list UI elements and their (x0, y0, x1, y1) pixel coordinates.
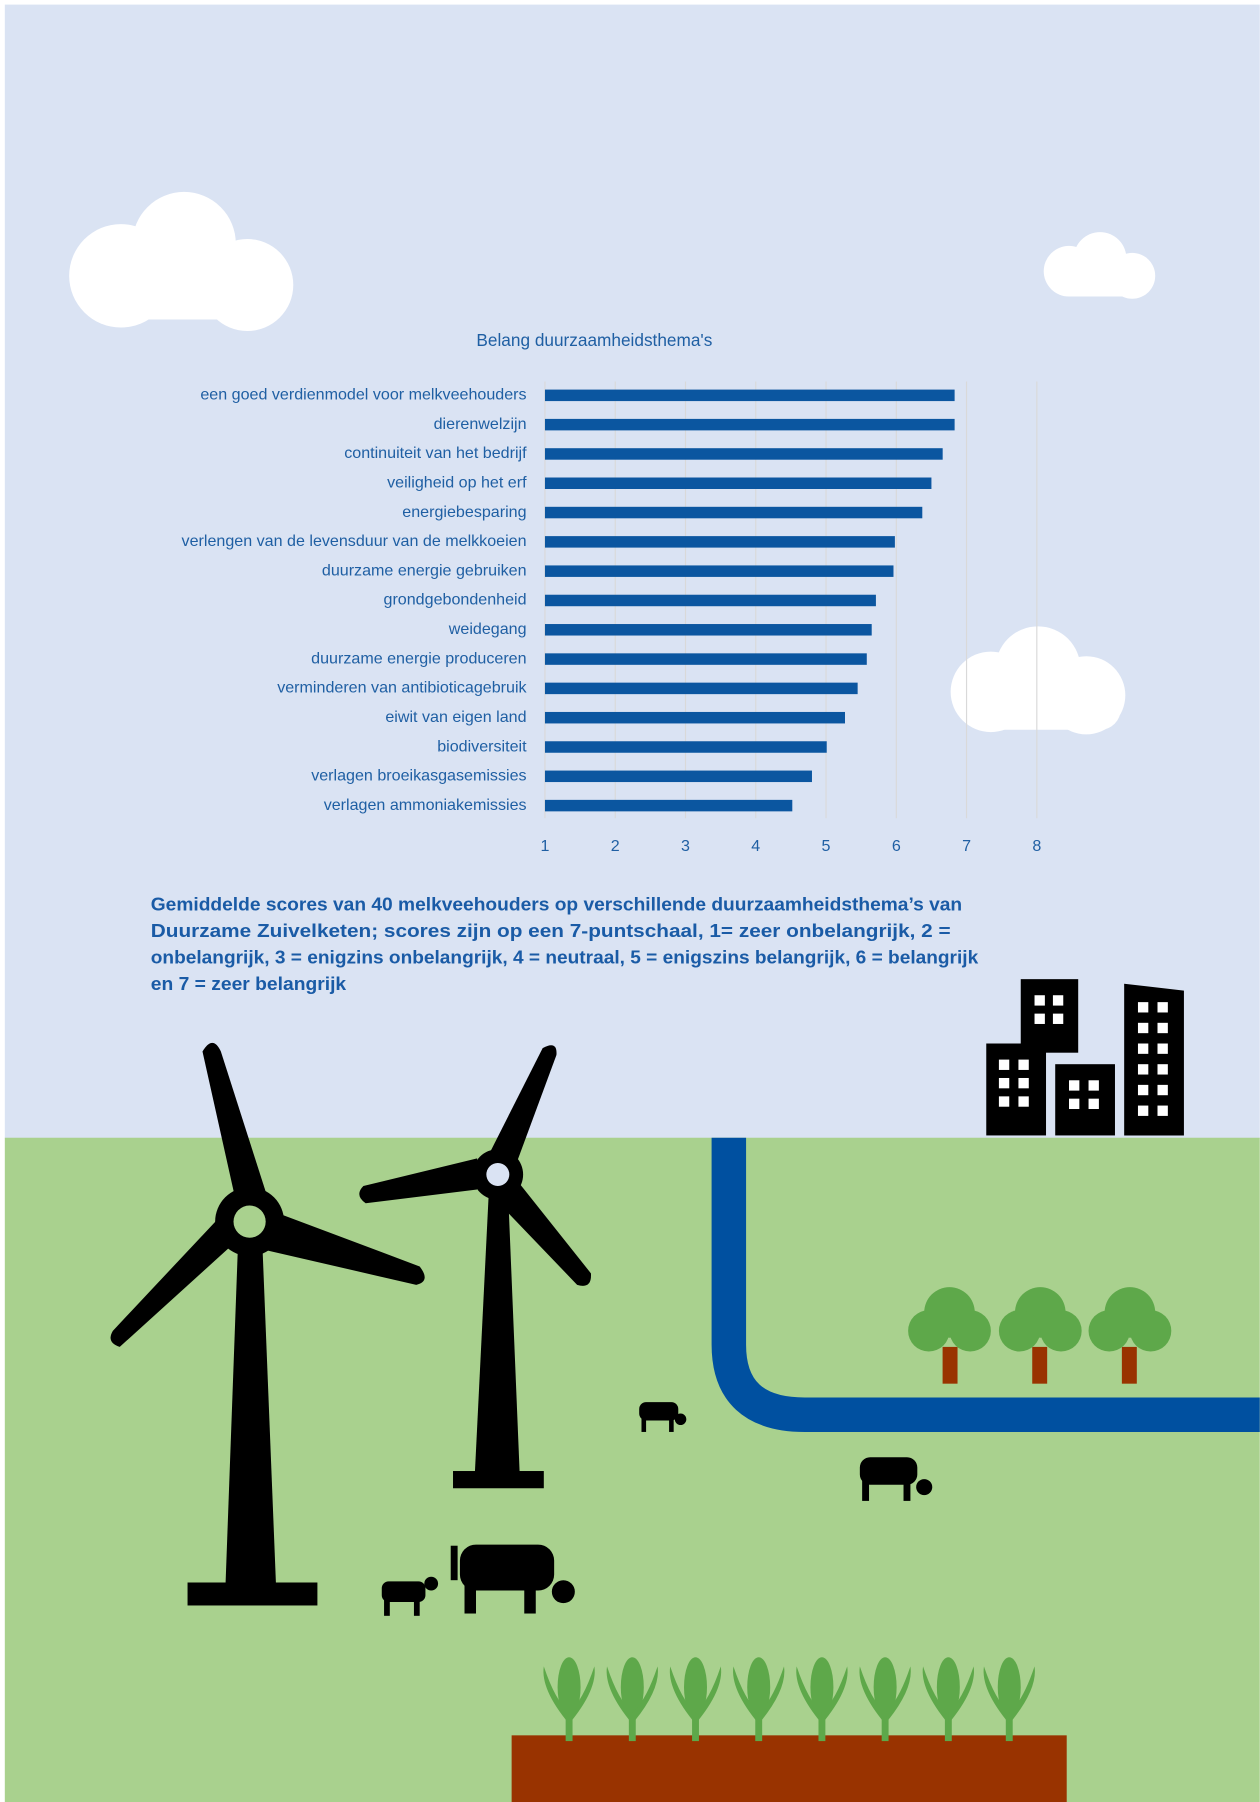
x-tick-label: 6 (892, 837, 901, 855)
bar (544, 682, 858, 695)
y-tick-label: biodiversiteit (437, 737, 527, 755)
buildings (986, 979, 1184, 1136)
y-tick-label: energiebesparing (402, 503, 526, 521)
corn-cob (997, 1657, 1021, 1717)
y-tick-label: duurzame energie produceren (311, 649, 526, 667)
caption: Gemiddelde scores van 40 melkveehouders … (151, 893, 979, 993)
y-tick-label: dierenwelzijn (434, 415, 527, 433)
bar (544, 506, 923, 519)
corn-cob (557, 1657, 581, 1717)
cloud (950, 626, 1126, 735)
y-tick-label: eiwit van eigen land (385, 708, 526, 726)
corn-leaf (859, 1666, 886, 1724)
y-tick-label: een goed verdienmodel voor melkveehouder… (200, 386, 526, 404)
caption-line: onbelangrijk, 3 = enigzins onbelangrijk,… (151, 946, 979, 967)
y-tick-label: grondgebondenheid (384, 591, 527, 609)
bar (544, 448, 943, 460)
corn-leaf (669, 1666, 696, 1724)
bar (544, 594, 876, 607)
y-tick-label: continuiteit van het bedrijf (344, 444, 527, 462)
river (711, 1137, 1260, 1432)
corn-cob (810, 1657, 834, 1717)
bar (544, 711, 845, 724)
corn-leaf (733, 1666, 759, 1724)
corn-leaf (543, 1666, 570, 1724)
x-tick-label: 1 (540, 837, 549, 855)
y-tick-label: verlengen van de levensduur van de melkk… (182, 532, 527, 550)
wind-turbine (359, 1045, 592, 1489)
caption-line: Gemiddelde scores van 40 melkveehouders … (151, 893, 962, 914)
corn-leaf (695, 1666, 722, 1724)
corn-cob (747, 1657, 771, 1717)
corn-leaf (1009, 1666, 1035, 1724)
bar-chart: Belang duurzaamheidsthema's 1 2 3 4 5 6 7 8 een … (182, 330, 1042, 855)
corn-leaf (983, 1666, 1010, 1724)
y-tick-label: verlagen broeikasgasemissies (311, 767, 526, 785)
corn-leaf (821, 1666, 848, 1724)
x-tick-label: 7 (962, 837, 971, 855)
x-tick-label: 3 (681, 837, 690, 855)
bar (544, 770, 812, 783)
bar (544, 624, 872, 636)
corn-cob (620, 1657, 644, 1717)
y-tick-label: verminderen van antibioticagebruik (277, 679, 527, 697)
corn-cob (936, 1657, 960, 1717)
cows (381, 1402, 933, 1616)
corn-leaf (606, 1666, 633, 1724)
bar (544, 653, 867, 665)
caption-line: Duurzame Zuivelketen; scores zijn op een… (151, 920, 951, 941)
corn-leaf (796, 1666, 822, 1724)
corn-leaf (569, 1666, 595, 1724)
trees (908, 1287, 1172, 1384)
cloud (1043, 232, 1156, 299)
corn-cob (873, 1657, 897, 1717)
y-tick-label: verlagen ammoniakemissies (324, 796, 527, 814)
corn-cob (684, 1657, 707, 1717)
corn-leaf (632, 1666, 658, 1724)
bar (544, 741, 827, 753)
y-tick-label: weidegang (448, 620, 527, 638)
corn-leaf (948, 1666, 974, 1724)
bar (544, 565, 894, 577)
bar (544, 536, 895, 548)
y-tick-label: veiligheid op het erf (387, 474, 527, 492)
bar (544, 418, 955, 431)
corn-leaf (885, 1666, 911, 1724)
wind-turbine (110, 1042, 425, 1606)
bar (544, 477, 932, 489)
x-tick-label: 2 (611, 837, 620, 855)
corn-field (511, 1657, 1067, 1802)
x-tick-label: 4 (751, 837, 760, 855)
x-tick-label: 5 (822, 837, 831, 855)
cloud (69, 191, 294, 331)
bar (544, 389, 955, 402)
corn-leaf (758, 1666, 785, 1724)
chart-title: Belang duurzaamheidsthema's (476, 330, 712, 350)
x-tick-label: 8 (1032, 837, 1041, 855)
corn-leaf (922, 1666, 949, 1724)
y-tick-label: duurzame energie gebruiken (322, 561, 527, 579)
bar (544, 799, 793, 812)
caption-line: en 7 = zeer belangrijk (151, 973, 347, 994)
